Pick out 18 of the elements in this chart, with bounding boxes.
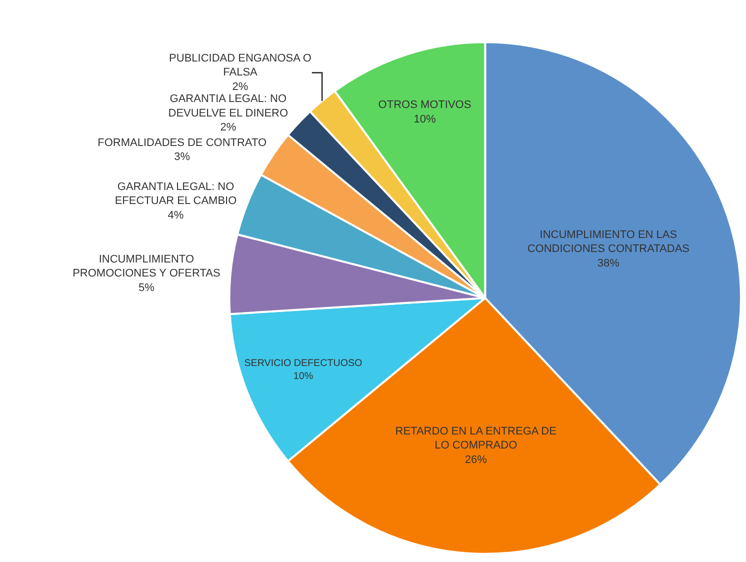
data-label: 5%: [138, 282, 155, 294]
data-label: 2%: [232, 81, 248, 94]
data-label: 4%: [168, 209, 184, 222]
data-label: 10%: [293, 371, 314, 382]
data-label: 10%: [414, 113, 436, 126]
slice-label: INCUMPLIMIENTO PROMOCIONES Y OFERTAS: [72, 253, 220, 280]
slice-label: FORMALIDADES DE CONTRATO: [98, 136, 267, 149]
slice-label: INCUMPLIMIENTO EN LAS CONDICIONES CONTRATADAS: [527, 228, 690, 256]
slice-label: PUBLICIDAD ENGANOSA O FALSA: [169, 52, 312, 79]
data-label: 3%: [174, 151, 190, 164]
data-label: 38%: [597, 257, 620, 270]
slice-label: RETARDO EN LA ENTREGA DE LO COMPRADO: [395, 425, 556, 452]
data-label: 2%: [220, 122, 236, 134]
slice-label: SERVICIO DEFECTUOSO: [244, 358, 363, 370]
slice-label: GARANTIA LEGAL: NO DEVUELVE EL DINERO: [168, 93, 288, 120]
slice-label: GARANTIA LEGAL: NO EFECTUAR EL CAMBIO: [114, 180, 238, 208]
slice-label: OTROS MOTIVOS: [378, 98, 472, 111]
data-label: 26%: [464, 454, 488, 466]
